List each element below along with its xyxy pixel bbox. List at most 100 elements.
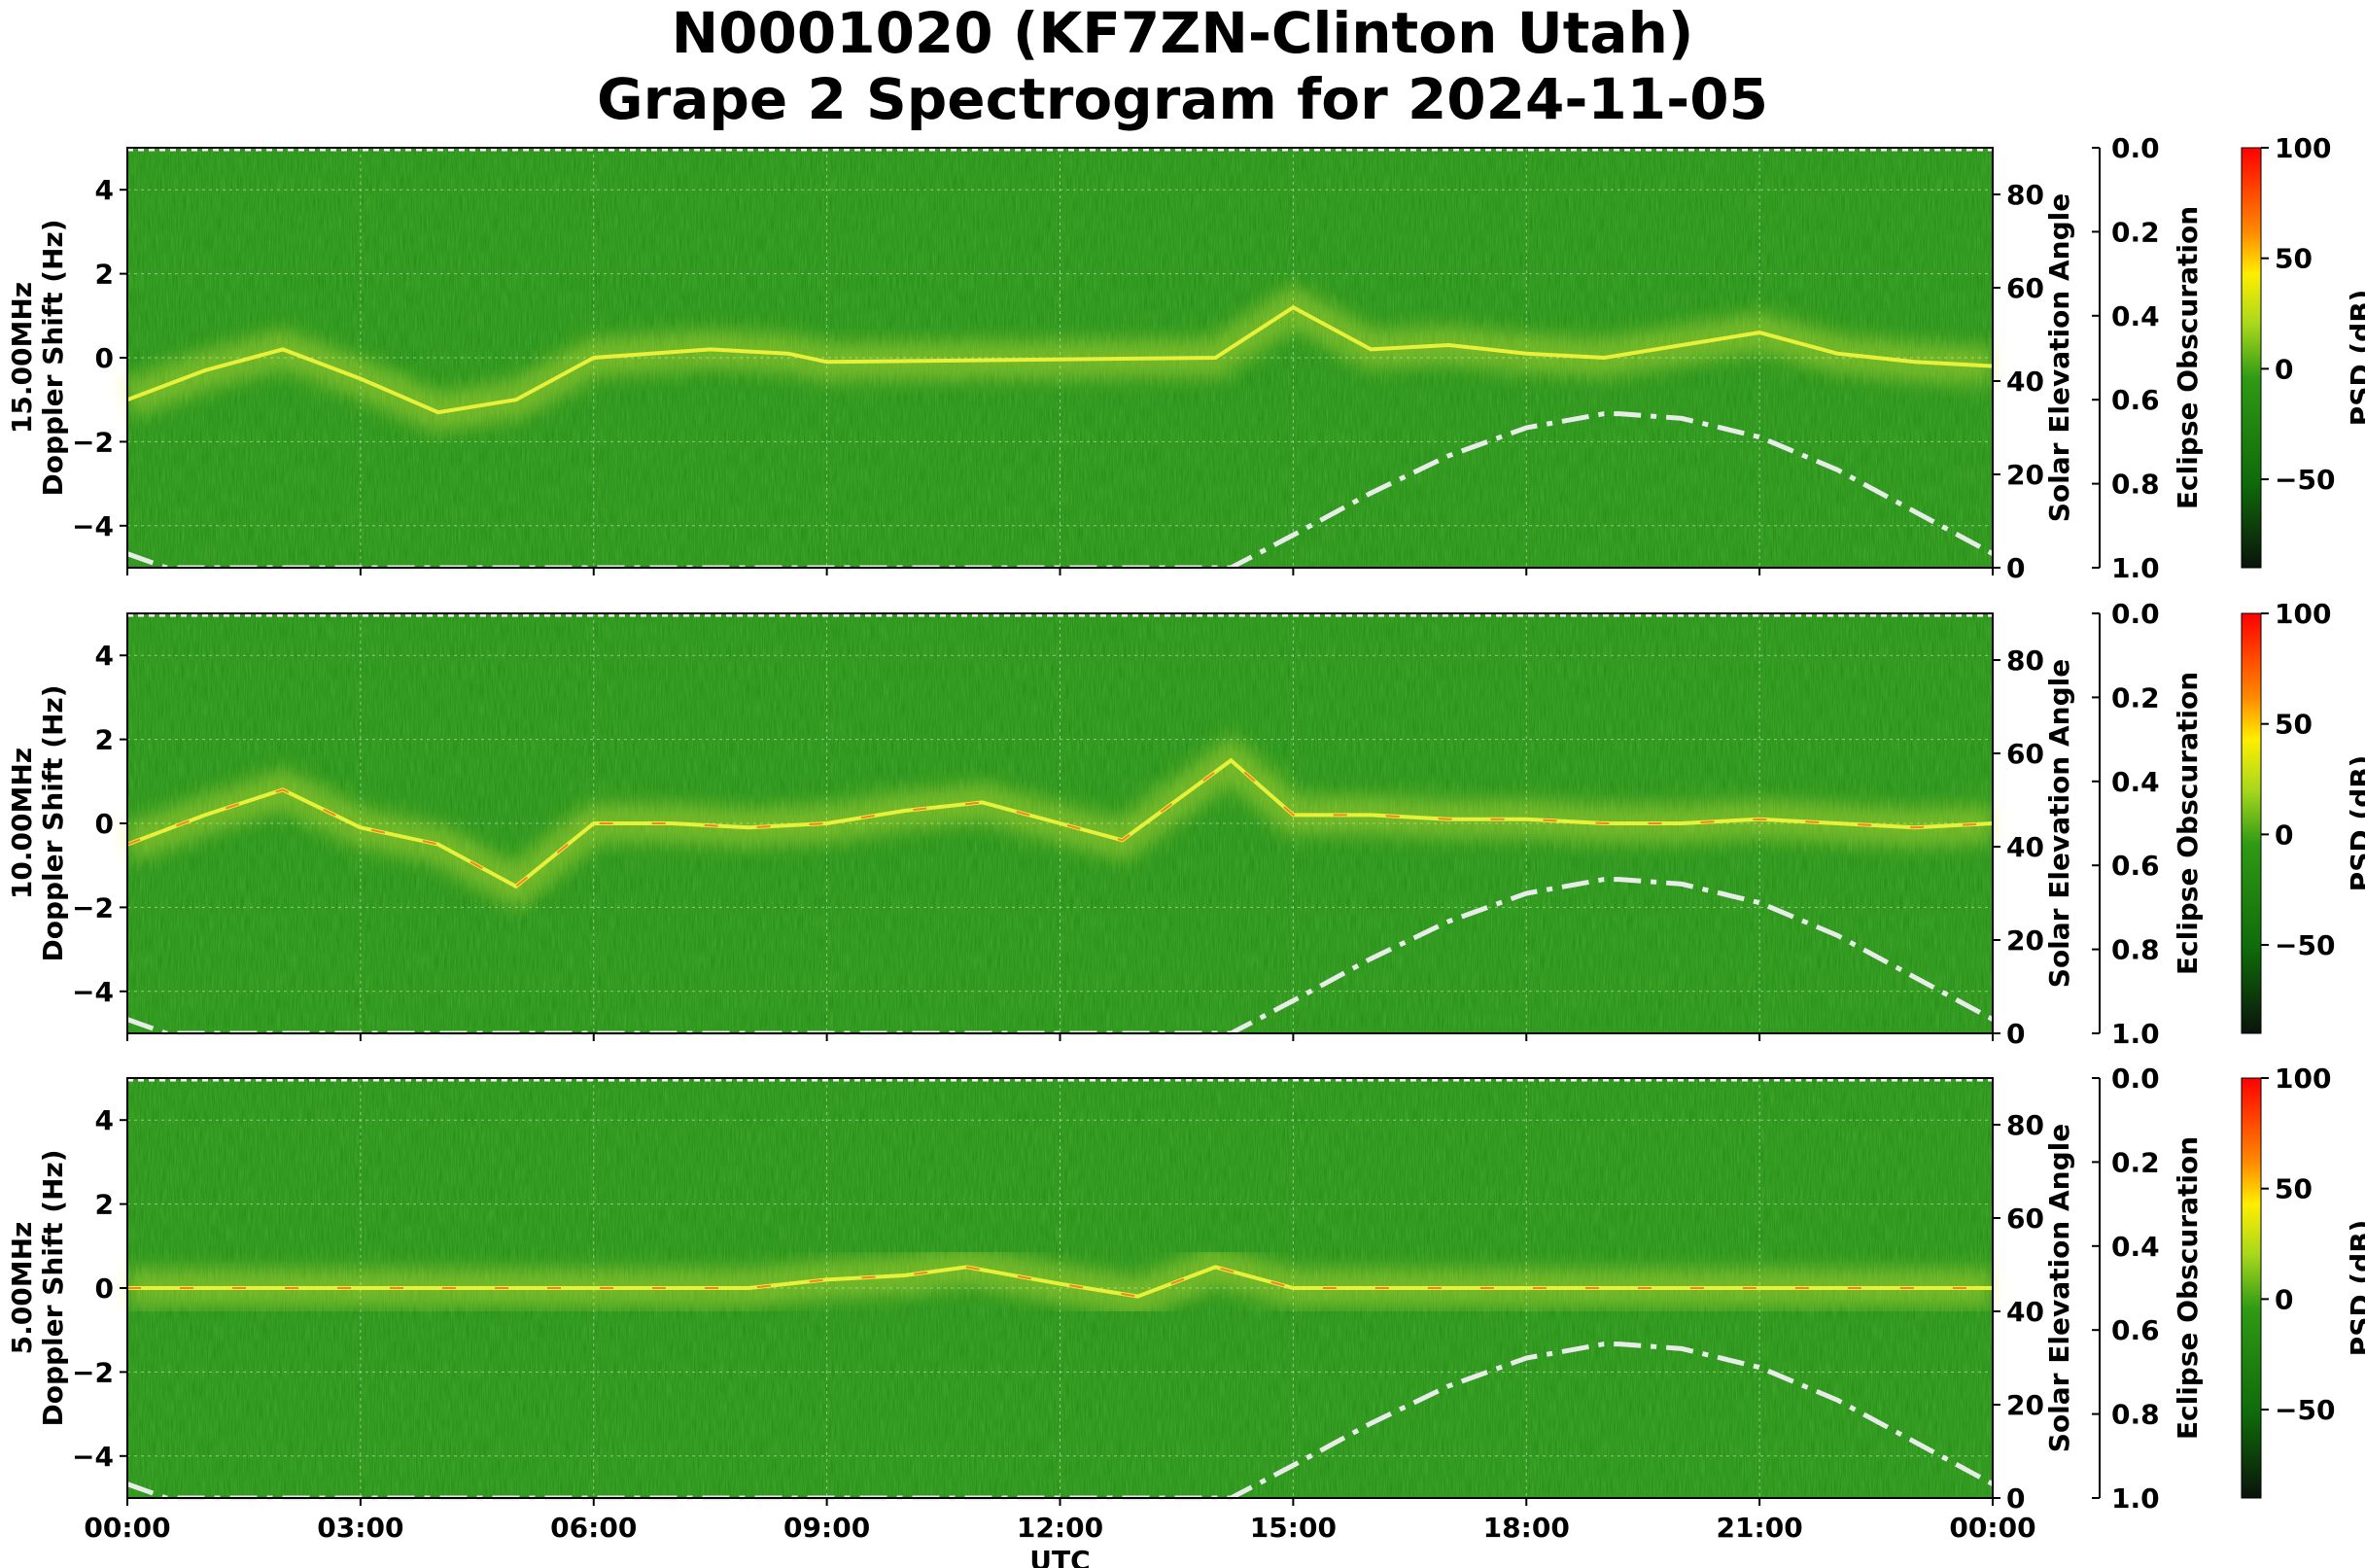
panel-5.00MHz: 420−2−45.00MHz Doppler Shift (Hz)80604020…: [6, 1063, 2365, 1568]
eclipse-tick-label: 0.8: [2111, 1399, 2160, 1431]
elevation-tick-label: 80: [2006, 1109, 2044, 1141]
eclipse-tick-label: 1.0: [2111, 552, 2160, 584]
eclipse-tick-label: 0.4: [2111, 766, 2160, 798]
x-tick-label: 15:00: [1250, 1512, 1337, 1544]
eclipse-tick-label: 0.8: [2111, 934, 2160, 966]
doppler-tick-label: 0: [95, 1272, 114, 1305]
elevation-tick-label: 60: [2006, 1202, 2044, 1235]
elevation-tick-label: 0: [2006, 1018, 2025, 1050]
doppler-tick-label: 2: [95, 724, 114, 756]
solar-elevation-curve: [126, 411, 1995, 571]
doppler-tick-label: 0: [95, 342, 114, 374]
frequency-label: 15.00MHz: [6, 282, 38, 434]
doppler-tick-label: 0: [95, 808, 114, 840]
eclipse-tick-label: 0.4: [2111, 1231, 2160, 1263]
eclipse-tick-label: 0.0: [2111, 598, 2160, 630]
x-axis-label: UTC: [1029, 1545, 1090, 1568]
colorbar-tick-label: −50: [2275, 464, 2335, 496]
x-tick-label: 09:00: [783, 1512, 870, 1544]
x-tick-label: 21:00: [1717, 1512, 1803, 1544]
title-line-2: Grape 2 Spectrogram for 2024-11-05: [597, 66, 1768, 132]
doppler-tick-label: −4: [72, 510, 114, 542]
doppler-axis-label: Doppler Shift (Hz): [37, 1149, 69, 1426]
figure-title: N0001020 (KF7ZN-Clinton Utah) Grape 2 Sp…: [0, 0, 2365, 132]
eclipse-tick-label: 1.0: [2111, 1018, 2160, 1050]
eclipse-axis-label: Eclipse Obscuration: [2172, 1136, 2204, 1440]
colorbar: [2241, 147, 2262, 569]
doppler-axis-label: Doppler Shift (Hz): [37, 684, 69, 961]
x-tick-label: 18:00: [1483, 1512, 1570, 1544]
colorbar-tick-label: 100: [2275, 1063, 2331, 1095]
elevation-tick-label: 80: [2006, 179, 2044, 211]
colorbar: [2241, 612, 2262, 1034]
elevation-tick-label: 40: [2006, 1296, 2044, 1328]
colorbar-tick-label: 0: [2275, 819, 2293, 851]
colorbar-tick-label: 50: [2275, 709, 2313, 741]
colorbar-label: PSD (dB): [2345, 290, 2365, 427]
x-tick-label: 00:00: [84, 1512, 170, 1544]
panel-15.00MHz: 420−2−415.00MHz Doppler Shift (Hz)8060402…: [6, 132, 2365, 584]
colorbar-tick-label: −50: [2275, 929, 2335, 961]
elevation-tick-label: 20: [2006, 1389, 2044, 1421]
eclipse-tick-label: 0.2: [2111, 1146, 2160, 1178]
colorbar-tick-label: 100: [2275, 132, 2331, 164]
frequency-label: 10.00MHz: [6, 748, 38, 899]
eclipse-tick-label: 0.0: [2111, 1063, 2160, 1095]
doppler-tick-label: 2: [95, 259, 114, 291]
eclipse-tick-label: 0.6: [2111, 1314, 2160, 1346]
elevation-axis-label: Solar Elevation Angle: [2043, 193, 2075, 522]
eclipse-axis-label: Eclipse Obscuration: [2172, 206, 2204, 509]
eclipse-tick-label: 0.0: [2111, 132, 2160, 164]
eclipse-tick-label: 0.2: [2111, 681, 2160, 714]
doppler-tick-label: −2: [72, 1356, 114, 1388]
x-tick-label: 03:00: [317, 1512, 403, 1544]
colorbar-tick-label: 100: [2275, 598, 2331, 630]
elevation-axis-label: Solar Elevation Angle: [2043, 659, 2075, 988]
doppler-tick-label: 2: [95, 1189, 114, 1221]
doppler-tick-label: −2: [72, 891, 114, 923]
colorbar-tick-label: 0: [2275, 353, 2293, 385]
eclipse-tick-label: 0.6: [2111, 850, 2160, 882]
frequency-label: 5.00MHz: [6, 1222, 38, 1355]
title-line-1: N0001020 (KF7ZN-Clinton Utah): [671, 0, 1694, 66]
solar-elevation-curve: [126, 877, 1995, 1036]
eclipse-tick-label: 0.6: [2111, 384, 2160, 416]
elevation-tick-label: 80: [2006, 645, 2044, 677]
doppler-tick-label: 4: [95, 1104, 114, 1136]
eclipse-tick-label: 0.2: [2111, 216, 2160, 248]
solar-elevation-curve: [126, 1342, 1995, 1501]
colorbar-label: PSD (dB): [2345, 1220, 2365, 1357]
elevation-tick-label: 0: [2006, 552, 2025, 584]
elevation-tick-label: 40: [2006, 831, 2044, 863]
doppler-trace-glow: [127, 1246, 1993, 1317]
elevation-tick-label: 60: [2006, 272, 2044, 304]
colorbar-tick-label: −50: [2275, 1394, 2335, 1426]
doppler-trace-line: [126, 757, 1994, 889]
panel-10.00MHz: 420−2−410.00MHz Doppler Shift (Hz)8060402…: [6, 598, 2365, 1050]
colorbar-tick-label: 0: [2275, 1283, 2293, 1315]
elevation-tick-label: 60: [2006, 738, 2044, 770]
eclipse-tick-label: 1.0: [2111, 1482, 2160, 1515]
doppler-trace-line: [126, 304, 1994, 415]
x-tick-label: 00:00: [1949, 1512, 2035, 1544]
x-tick-label: 06:00: [550, 1512, 637, 1544]
colorbar-tick-label: 50: [2275, 1173, 2313, 1205]
doppler-axis-label: Doppler Shift (Hz): [37, 219, 69, 496]
doppler-tick-label: 4: [95, 174, 114, 206]
elevation-tick-label: 20: [2006, 459, 2044, 491]
elevation-tick-label: 0: [2006, 1482, 2025, 1515]
doppler-tick-label: −2: [72, 426, 114, 458]
doppler-tick-label: −4: [72, 1441, 114, 1473]
doppler-trace-line: [127, 1265, 1993, 1299]
eclipse-tick-label: 0.8: [2111, 469, 2160, 501]
elevation-tick-label: 40: [2006, 366, 2044, 398]
doppler-tick-label: 4: [95, 640, 114, 672]
x-tick-label: 12:00: [1017, 1512, 1103, 1544]
colorbar-tick-label: 50: [2275, 243, 2313, 275]
doppler-tick-label: −4: [72, 976, 114, 1008]
eclipse-tick-label: 0.4: [2111, 300, 2160, 332]
colorbar-label: PSD (dB): [2345, 755, 2365, 892]
colorbar: [2241, 1077, 2262, 1499]
elevation-axis-label: Solar Elevation Angle: [2043, 1124, 2075, 1452]
